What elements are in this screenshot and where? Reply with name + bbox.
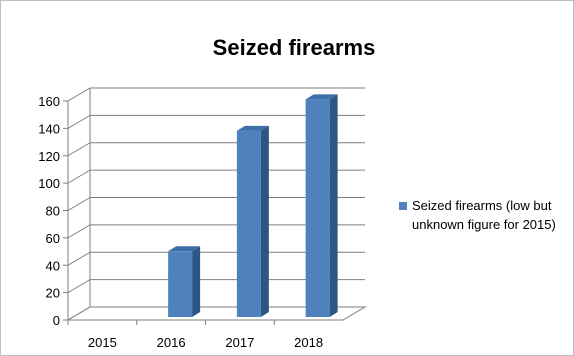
bar-side	[192, 246, 201, 317]
y-tick-label: 20	[46, 286, 60, 301]
gridline-side	[67, 142, 91, 157]
legend-swatch	[399, 202, 407, 210]
x-tick-label: 2017	[225, 335, 254, 350]
floor	[66, 306, 367, 321]
gridline-side	[67, 197, 91, 211]
gridline-side	[67, 224, 91, 239]
legend-label-line-1: Seized firearms (low but	[412, 198, 552, 213]
y-tick-label: 120	[38, 149, 60, 164]
y-tick-label: 100	[38, 176, 60, 191]
y-tick-label: 140	[38, 121, 60, 136]
gridline-side	[67, 169, 91, 184]
y-tick-label: 0	[53, 313, 60, 328]
y-tick-label: 40	[46, 258, 60, 273]
bar-top	[236, 125, 269, 131]
x-tick-labels: 2015 2016 2017 2018	[88, 335, 323, 350]
bar-side	[329, 94, 338, 318]
axes	[63, 88, 367, 325]
gridline-side	[67, 251, 91, 266]
bar-2017	[236, 125, 269, 317]
bar-top	[168, 246, 201, 252]
bar-front	[236, 130, 261, 317]
y-tick-label: 160	[38, 94, 60, 109]
gridline-side	[67, 279, 91, 294]
gridline-side	[67, 87, 91, 102]
bar-side	[260, 125, 269, 317]
legend-label-line-2: unknown figure for 2015)	[412, 217, 556, 232]
gridline-side	[67, 114, 91, 129]
y-tick-labels: 0 20 40 60 80 100 120 140 160	[38, 94, 60, 328]
y-tick-label: 60	[46, 231, 60, 246]
bar-front	[168, 251, 193, 317]
y-tick-label: 80	[46, 204, 60, 219]
legend: Seized firearms (low but unknown figure …	[399, 198, 556, 232]
bars	[168, 94, 338, 318]
x-tick-label: 2016	[157, 335, 186, 350]
bar-2016	[168, 246, 201, 317]
x-tick-label: 2015	[88, 335, 117, 350]
chart-title: Seized firearms	[213, 35, 376, 60]
x-tick-label: 2018	[294, 335, 323, 350]
bar-2018	[305, 94, 338, 318]
bar-top	[305, 94, 338, 100]
bar-front	[305, 99, 330, 318]
